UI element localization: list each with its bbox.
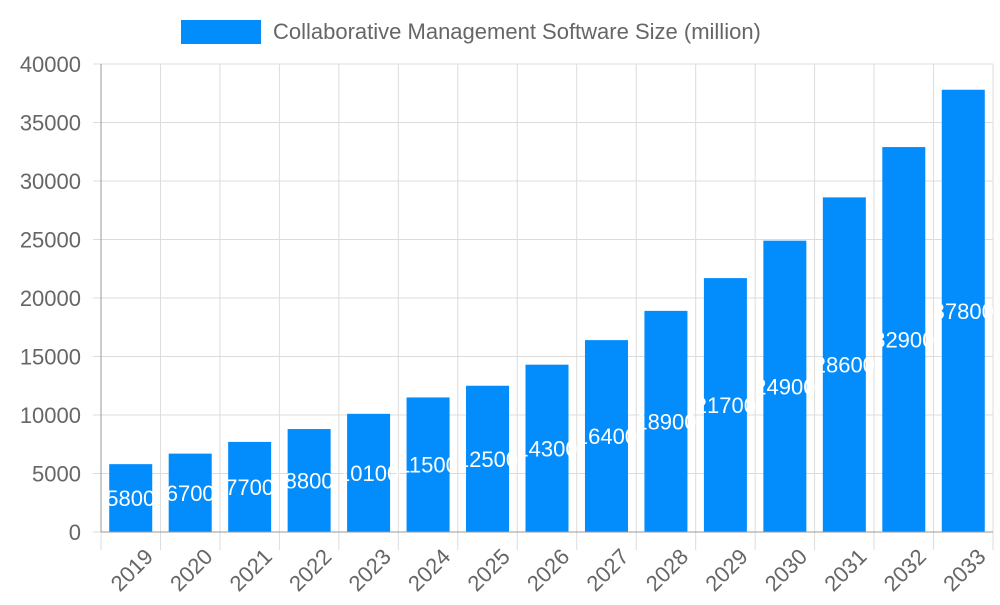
bar	[584, 340, 628, 532]
x-tick-label: 2021	[225, 544, 277, 596]
x-tick-label: 2020	[165, 544, 217, 596]
x-tick-label: 2019	[106, 544, 158, 596]
bar	[228, 441, 272, 532]
x-tick-label: 2023	[344, 544, 396, 596]
y-tick-label: 15000	[20, 345, 81, 370]
y-tick-label: 40000	[20, 52, 81, 77]
y-tick-label: 35000	[20, 111, 81, 136]
bar	[941, 89, 985, 533]
data-label: 8800	[285, 469, 334, 494]
y-tick-label: 0	[69, 520, 81, 545]
bar	[703, 278, 747, 532]
bar	[287, 429, 331, 532]
data-label: 18900	[635, 409, 696, 434]
x-tick-label: 2027	[581, 544, 633, 596]
legend-swatch	[181, 20, 261, 44]
data-label: 28600	[814, 353, 875, 378]
data-label: 7700	[225, 475, 274, 500]
data-label: 11500	[398, 453, 458, 478]
y-tick-label: 20000	[20, 286, 81, 311]
x-tick-label: 2024	[403, 544, 455, 596]
bar	[347, 413, 391, 532]
bar	[109, 464, 153, 532]
x-tick-label: 2025	[463, 544, 515, 596]
bar	[763, 240, 807, 533]
data-label: 24900	[754, 374, 815, 399]
bar	[644, 310, 688, 532]
y-tick-label: 30000	[20, 169, 81, 194]
data-label: 21700	[695, 393, 756, 418]
data-label: 14300	[516, 436, 577, 461]
data-label: 10100	[338, 461, 399, 486]
x-tick-label: 2030	[760, 544, 812, 596]
data-label: 12500	[457, 447, 518, 472]
y-tick-label: 25000	[20, 228, 81, 253]
bar	[406, 397, 450, 532]
data-label: 6700	[166, 481, 215, 506]
bar	[168, 453, 212, 532]
bars	[109, 89, 985, 533]
y-tick-label: 10000	[20, 403, 81, 428]
x-tick-label: 2031	[819, 544, 871, 596]
data-labels: 5800 6700 7700 8800 10100 11500 12500143001640…	[106, 299, 994, 511]
x-tick-label: 2033	[938, 544, 990, 596]
x-tick-label: 2026	[522, 544, 574, 596]
bar	[822, 197, 866, 532]
legend[interactable]: Collaborative Management Software Size (…	[181, 19, 761, 44]
bar	[466, 385, 510, 532]
data-label: 37800	[933, 299, 994, 324]
y-tick-label: 5000	[32, 462, 81, 487]
bar	[882, 147, 926, 532]
data-label: 16400	[576, 424, 637, 449]
legend-label: Collaborative Management Software Size (…	[273, 19, 761, 44]
grid	[93, 63, 994, 550]
bar	[525, 364, 569, 532]
x-tick-label: 2028	[641, 544, 693, 596]
data-label: 5800	[106, 486, 155, 511]
x-tick-label: 2032	[879, 544, 931, 596]
x-tick-label: 2022	[284, 544, 336, 596]
x-tick-label: 2029	[700, 544, 752, 596]
data-label: 32900	[873, 328, 934, 353]
